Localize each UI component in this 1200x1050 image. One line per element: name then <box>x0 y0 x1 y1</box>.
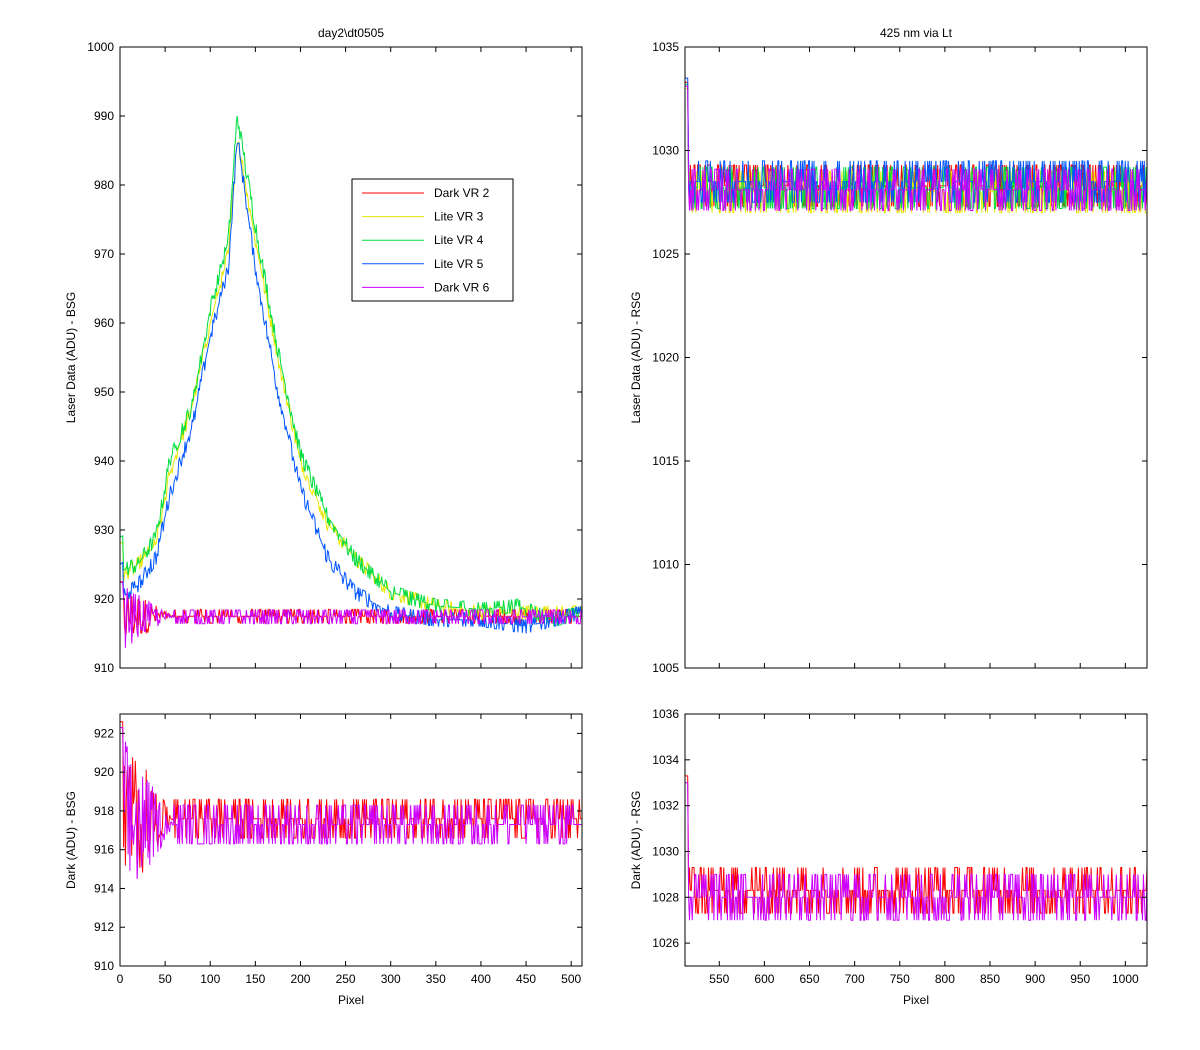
y-tick-label: 1028 <box>652 890 679 904</box>
y-tick-label: 1034 <box>652 753 679 767</box>
legend-entry: Lite VR 5 <box>434 257 484 271</box>
y-tick-label: 910 <box>94 661 114 675</box>
series-line-dark-vr-2 <box>120 581 582 636</box>
series-group <box>120 721 582 880</box>
y-tick-label: 980 <box>94 178 114 192</box>
series-group <box>685 77 1147 214</box>
x-tick-label: 100 <box>200 972 220 986</box>
y-tick-label: 1010 <box>652 558 679 572</box>
chart-panel-bottom-right: 1026 1028 1030 1032 1034 1036 550 600 650 700 750 8… <box>629 707 1148 1007</box>
series-line-dark-vr-6 <box>685 85 1147 211</box>
x-tick-label: 150 <box>245 972 265 986</box>
x-tick-label: 650 <box>800 972 820 986</box>
x-tick-label: 600 <box>754 972 774 986</box>
x-tick-label: 250 <box>336 972 356 986</box>
x-axis-label: Pixel <box>903 993 929 1007</box>
x-tick-label: 450 <box>516 972 536 986</box>
series-line-lite-vr-4 <box>120 115 582 627</box>
chart-panel-top-right: 1005 1010 1015 1020 1025 1030 1035 425 nm via L… <box>629 26 1148 675</box>
y-tick-label: 918 <box>94 804 114 818</box>
series-line-lite-vr-5 <box>685 77 1147 203</box>
series-line-dark-vr-6 <box>685 782 1147 921</box>
y-tick-label: 970 <box>94 247 114 261</box>
y-axis-label: Laser Data (ADU) - BSG <box>64 292 78 423</box>
x-tick-label: 800 <box>935 972 955 986</box>
y-tick-label: 916 <box>94 843 114 857</box>
x-tick-label: 350 <box>426 972 446 986</box>
y-tick-label: 1000 <box>87 40 114 54</box>
series-line-dark-vr-2 <box>120 721 582 876</box>
y-tick-label: 914 <box>94 881 114 895</box>
axes-box <box>684 46 1148 669</box>
x-axis-label: Pixel <box>338 993 364 1007</box>
y-tick-label: 930 <box>94 523 114 537</box>
y-tick-label: 1025 <box>652 247 679 261</box>
y-tick-label: 920 <box>94 592 114 606</box>
x-tick-label: 700 <box>845 972 865 986</box>
legend-entry: Lite VR 4 <box>434 233 484 247</box>
y-tick-label: 990 <box>94 109 114 123</box>
series-group <box>685 775 1147 921</box>
x-tick-label: 900 <box>1025 972 1045 986</box>
chart-panel-bottom-left: 910 912 914 916 918 920 922 0 50 100 150 200 250 300 3… <box>64 713 583 1007</box>
x-tick-label: 0 <box>117 972 124 986</box>
y-tick-label: 910 <box>94 959 114 973</box>
y-tick-label: 1032 <box>652 799 679 813</box>
legend: Dark VR 2 Lite VR 3 Lite VR 4 Lite VR 5 Dark… <box>351 178 514 302</box>
series-line-dark-vr-6 <box>120 581 582 648</box>
y-tick-label: 1005 <box>652 661 679 675</box>
series-line-dark-vr-6 <box>120 727 582 880</box>
series-line-dark-vr-2 <box>685 775 1147 914</box>
x-tick-label: 1000 <box>1112 972 1139 986</box>
x-tick-label: 300 <box>381 972 401 986</box>
y-tick-label: 940 <box>94 454 114 468</box>
x-tick-label: 200 <box>290 972 310 986</box>
x-tick-label: 550 <box>709 972 729 986</box>
x-tick-label: 400 <box>471 972 491 986</box>
y-axis-label: Dark (ADU) - BSG <box>64 791 78 889</box>
y-tick-label: 920 <box>94 765 114 779</box>
axes-box <box>119 46 583 669</box>
x-tick-label: 750 <box>890 972 910 986</box>
chart-title: 425 nm via Lt <box>880 26 953 40</box>
legend-entry: Dark VR 6 <box>434 280 490 294</box>
chart-panel-top-left: 910 920 930 940 950 960 970 980 990 1000 day2\dt05… <box>64 26 583 675</box>
x-tick-label: 500 <box>561 972 581 986</box>
y-tick-label: 960 <box>94 316 114 330</box>
axes-box <box>684 713 1148 967</box>
y-tick-label: 1036 <box>652 707 679 721</box>
y-tick-label: 1030 <box>652 844 679 858</box>
y-tick-label: 950 <box>94 385 114 399</box>
chart-title: day2\dt0505 <box>318 26 384 40</box>
legend-entry: Dark VR 2 <box>434 186 490 200</box>
y-tick-label: 1015 <box>652 454 679 468</box>
x-tick-label: 950 <box>1070 972 1090 986</box>
y-axis-label: Dark (ADU) - RSG <box>629 791 643 890</box>
y-tick-label: 1020 <box>652 351 679 365</box>
axes-box <box>119 713 583 967</box>
x-tick-label: 50 <box>158 972 172 986</box>
y-axis-label: Laser Data (ADU) - RSG <box>629 291 643 423</box>
legend-entry: Lite VR 3 <box>434 210 484 224</box>
y-tick-label: 1030 <box>652 144 679 158</box>
series-line-lite-vr-5 <box>120 142 582 634</box>
y-tick-label: 912 <box>94 920 114 934</box>
series-group <box>120 115 582 648</box>
x-tick-label: 850 <box>980 972 1000 986</box>
y-tick-label: 1035 <box>652 40 679 54</box>
y-tick-label: 922 <box>94 726 114 740</box>
y-tick-label: 1026 <box>652 936 679 950</box>
